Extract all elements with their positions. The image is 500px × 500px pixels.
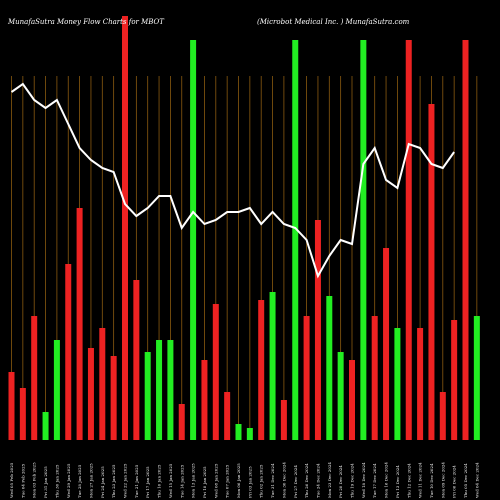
x-tick-label: Mon 09 Dec 2024	[440, 462, 445, 498]
x-tick-label: Tue 04 Feb 2025	[20, 463, 25, 498]
bar	[394, 328, 401, 440]
bar	[224, 392, 231, 440]
bar	[201, 360, 208, 440]
bar	[326, 296, 333, 440]
x-tick-label: Thu 26 Dec 2024	[304, 463, 309, 498]
bar-series	[8, 16, 480, 440]
bar	[156, 340, 163, 440]
x-tick-label: Thu 02 Jan 2025	[259, 464, 264, 498]
bar	[439, 392, 446, 440]
x-tick-label: Wed 11 Dec 2024	[418, 462, 423, 498]
x-tick-label: Tue 17 Dec 2024	[372, 463, 377, 498]
bar	[31, 316, 38, 440]
x-tick-label: Mon 23 Dec 2024	[327, 462, 332, 498]
x-axis-labels: Wed 05 Feb 2025 Tue 04 Feb 2025 Mon 03 Feb…	[9, 462, 479, 498]
bar	[383, 248, 390, 440]
x-tick-label: Mon 13 Jan 2025	[191, 463, 196, 498]
x-tick-label: Tue 10 Dec 2024	[429, 463, 434, 498]
x-tick-label: Fri 31 Jan 2025	[43, 466, 48, 498]
bar	[76, 208, 83, 440]
x-tick-label: Wed 22 Jan 2025	[123, 463, 128, 498]
x-tick-label: Thu 23 Jan 2025	[111, 464, 116, 498]
bar	[178, 404, 185, 440]
x-tick-label: Tue 31 Dec 2024	[270, 463, 275, 498]
bar	[417, 328, 424, 440]
x-tick-label: Fri 13 Dec 2024	[395, 465, 400, 498]
bar	[258, 300, 265, 440]
x-tick-label: Wed 29 Jan 2025	[66, 463, 71, 498]
x-tick-label: Mon 27 Jan 2025	[88, 463, 93, 498]
bar	[133, 280, 140, 440]
x-tick-label: Tue 24 Dec 2024	[315, 463, 320, 498]
x-tick-label: Thu 19 Dec 2024	[350, 463, 355, 498]
chart-title-right: (Microbot Medical Inc. ) MunafaSutra.com	[257, 18, 410, 26]
bar	[42, 412, 49, 440]
x-tick-label: Wed 15 Jan 2025	[168, 463, 173, 498]
bar	[122, 16, 128, 440]
x-tick-label: Fri 17 Jan 2025	[145, 466, 150, 498]
x-tick-label: Fri 06 Dec 2024	[452, 465, 457, 498]
bar	[405, 40, 412, 440]
x-tick-label: Thu 05 Dec 2024	[463, 463, 468, 498]
bar	[292, 40, 299, 440]
x-tick-label: Mon 16 Dec 2024	[384, 462, 389, 498]
x-tick-label: Tue 07 Jan 2025	[225, 464, 230, 498]
x-tick-label: Thu 12 Dec 2024	[406, 463, 411, 498]
bar	[87, 348, 94, 440]
bar	[246, 428, 253, 440]
money-flow-line	[10, 82, 455, 279]
bar	[371, 316, 378, 440]
bar	[451, 320, 458, 440]
x-tick-label: Fri 27 Dec 2024	[293, 465, 298, 498]
x-tick-label: Fri 24 Jan 2025	[100, 466, 105, 498]
x-tick-label: Wed 18 Dec 2024	[361, 462, 366, 498]
x-tick-label: Tue 28 Jan 2025	[77, 464, 82, 498]
bar	[110, 356, 117, 440]
bar	[190, 40, 197, 440]
x-tick-label: Thu 16 Jan 2025	[157, 464, 162, 498]
x-tick-label: Wed 04 Dec 2024	[474, 462, 479, 498]
bar	[53, 340, 60, 440]
x-tick-label: Wed 05 Feb 2025	[9, 462, 14, 498]
x-tick-label: Mon 06 Jan 2025	[236, 463, 241, 498]
bar	[473, 316, 480, 440]
bar	[314, 220, 321, 440]
x-tick-label: Tue 21 Jan 2025	[134, 464, 139, 498]
x-tick-label: Mon 03 Feb 2025	[32, 462, 37, 498]
bar	[65, 264, 72, 440]
bar	[269, 292, 276, 440]
x-tick-label: Thu 30 Jan 2025	[54, 464, 59, 498]
x-tick-label: Fri 10 Jan 2025	[202, 466, 207, 498]
bar	[280, 400, 287, 440]
bar	[349, 360, 355, 440]
bar	[144, 352, 151, 440]
x-tick-label: Tue 14 Jan 2025	[179, 464, 184, 498]
bar	[360, 40, 367, 440]
bar	[19, 388, 26, 440]
bar	[99, 328, 106, 440]
bar	[212, 304, 219, 440]
bar	[337, 352, 344, 440]
bar	[428, 104, 435, 440]
x-tick-label: Fri 03 Jan 2025	[247, 466, 252, 498]
bar	[235, 424, 242, 440]
bar	[462, 40, 469, 440]
x-tick-label: Mon 30 Dec 2024	[281, 462, 286, 498]
bar	[303, 316, 310, 440]
bar	[8, 372, 15, 440]
bar	[167, 340, 174, 440]
x-tick-label: Fri 20 Dec 2024	[338, 465, 343, 498]
chart-title-left: MunafaSutra Money Flow Charts for MBOT	[7, 18, 165, 26]
x-tick-label: Wed 08 Jan 2025	[213, 463, 218, 498]
